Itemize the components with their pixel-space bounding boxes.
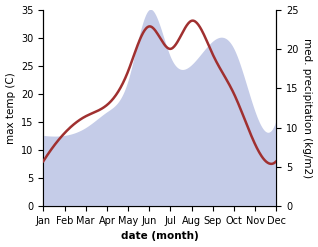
X-axis label: date (month): date (month) [121, 231, 199, 242]
Y-axis label: med. precipitation (kg/m2): med. precipitation (kg/m2) [302, 38, 313, 178]
Y-axis label: max temp (C): max temp (C) [5, 72, 16, 144]
